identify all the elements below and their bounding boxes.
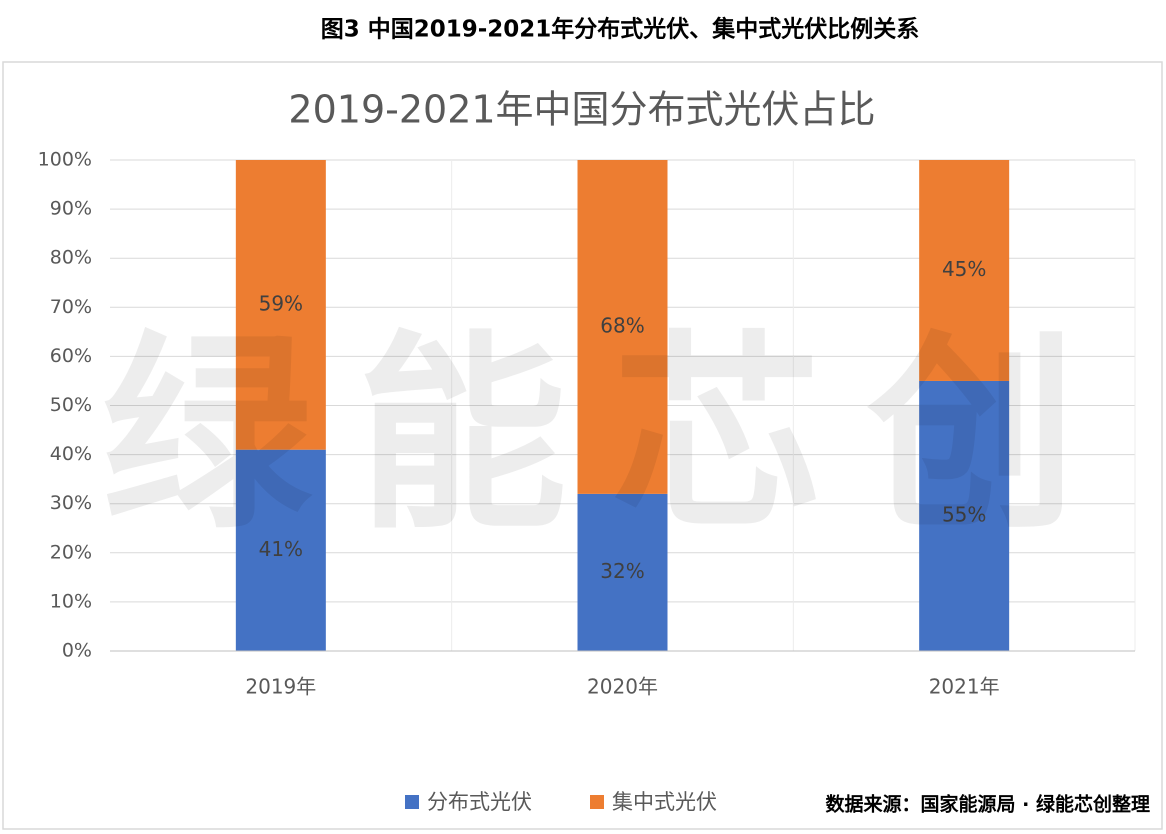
bar-segment [235, 160, 326, 450]
y-tick-label: 40% [50, 443, 92, 465]
legend-label: 集中式光伏 [612, 790, 717, 814]
legend-swatch [590, 795, 604, 809]
y-tick-label: 30% [50, 492, 92, 514]
value-label: 59% [259, 291, 303, 315]
x-tick-label: 2020年 [587, 675, 658, 699]
bar-segment [235, 449, 326, 651]
legend-label: 分布式光伏 [427, 790, 532, 814]
bar-segment [577, 160, 668, 494]
y-tick-label: 80% [50, 247, 92, 269]
y-tick-label: 70% [50, 296, 92, 318]
y-tick-label: 60% [50, 345, 92, 367]
value-label: 41% [259, 537, 303, 561]
y-tick-label: 10% [50, 590, 92, 612]
bar-segment [919, 160, 1010, 381]
legend-swatch [405, 795, 419, 809]
figure-title: 图3 中国2019-2021年分布式光伏、集中式光伏比例关系 [321, 16, 920, 43]
value-label: 32% [600, 559, 644, 583]
bar-segment [919, 380, 1010, 651]
bar-segment [577, 493, 668, 651]
source: 数据来源：国家能源局 · 绿能芯创整理 [826, 793, 1150, 816]
chart-title: 2019-2021年中国分布式光伏占比 [288, 88, 875, 132]
x-tick-label: 2019年 [245, 675, 316, 699]
y-tick-label: 100% [38, 149, 92, 171]
y-tick-label: 90% [50, 198, 92, 220]
value-label: 55% [942, 502, 986, 526]
y-tick-label: 50% [50, 394, 92, 416]
watermark: 绿能芯创 [102, 313, 1122, 558]
y-tick-label: 0% [62, 640, 92, 662]
value-label: 68% [600, 313, 644, 337]
value-label: 45% [942, 257, 986, 281]
x-tick-label: 2021年 [929, 675, 1000, 699]
y-tick-label: 20% [50, 541, 92, 563]
